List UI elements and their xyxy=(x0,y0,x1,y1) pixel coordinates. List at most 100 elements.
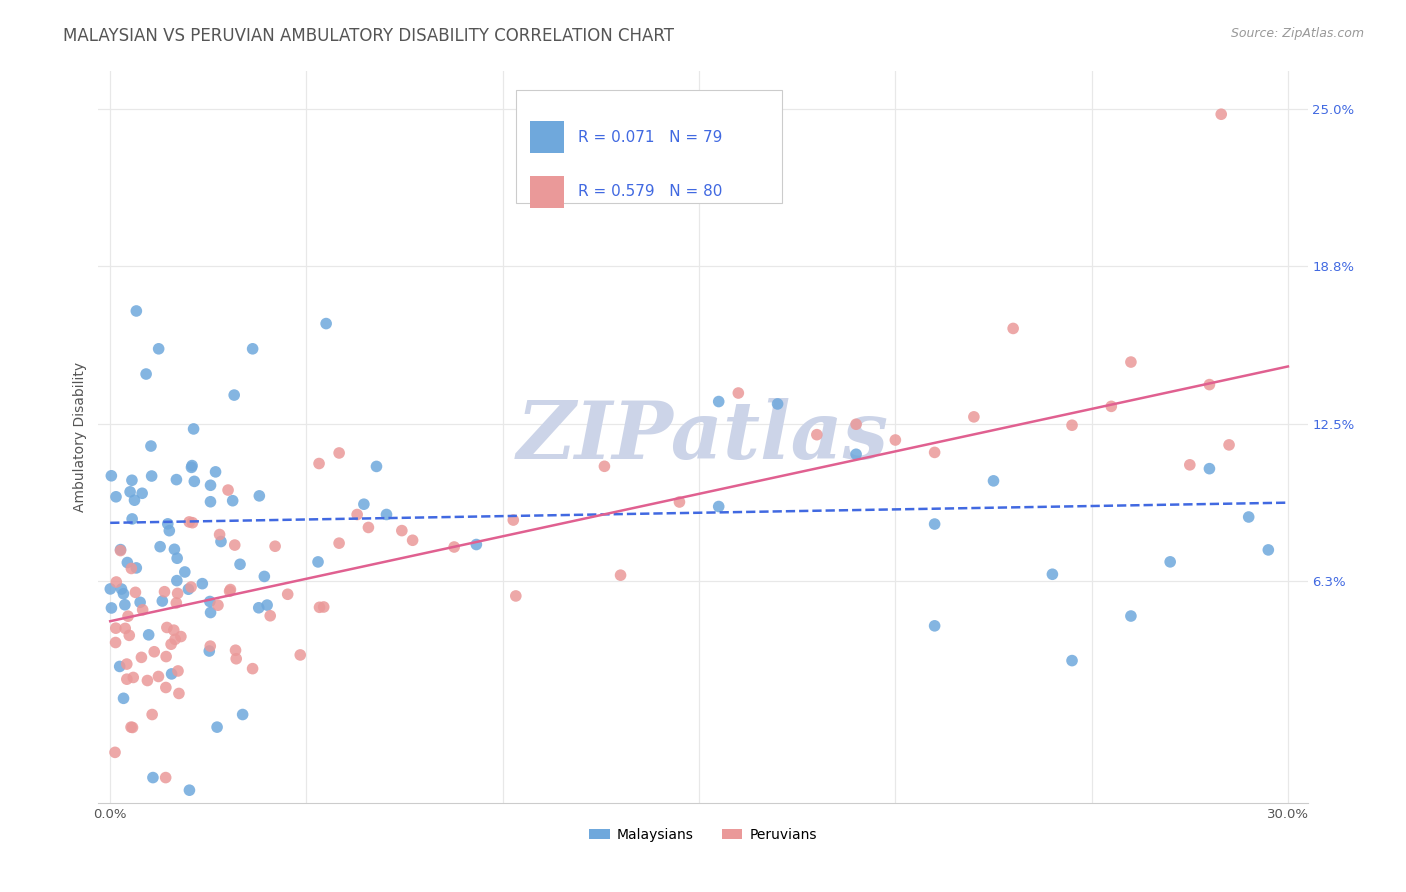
Point xyxy=(505,589,527,603)
Point xyxy=(259,608,281,623)
FancyBboxPatch shape xyxy=(516,90,782,203)
Point xyxy=(142,771,165,785)
Point xyxy=(1198,461,1220,475)
Text: R = 0.579   N = 80: R = 0.579 N = 80 xyxy=(578,184,723,199)
Text: R = 0.071   N = 79: R = 0.071 N = 79 xyxy=(578,129,723,145)
Point xyxy=(157,524,180,538)
Point xyxy=(120,720,142,734)
Point xyxy=(884,433,907,447)
Point xyxy=(121,721,143,735)
Point xyxy=(1218,438,1240,452)
Point xyxy=(104,745,127,759)
Legend: Malaysians, Peruvians: Malaysians, Peruvians xyxy=(583,822,823,847)
Point xyxy=(118,628,141,642)
Point xyxy=(166,574,188,588)
Point xyxy=(131,603,153,617)
Point xyxy=(115,672,138,686)
Point xyxy=(112,691,135,706)
Point xyxy=(353,497,375,511)
Point xyxy=(181,458,204,473)
Point xyxy=(180,580,202,594)
Point xyxy=(125,561,148,575)
Point xyxy=(200,478,222,492)
Point xyxy=(242,342,264,356)
Point xyxy=(114,621,136,635)
Point xyxy=(209,534,232,549)
Point xyxy=(307,555,329,569)
Point xyxy=(153,584,176,599)
Point xyxy=(121,473,143,487)
Point xyxy=(247,489,270,503)
Point xyxy=(110,543,132,558)
Point xyxy=(264,539,287,553)
Point xyxy=(135,367,157,381)
Point xyxy=(167,664,190,678)
Point xyxy=(163,542,186,557)
Point xyxy=(112,587,135,601)
Point xyxy=(138,628,160,642)
Point xyxy=(465,537,488,551)
Point xyxy=(200,639,222,653)
Point xyxy=(105,574,128,589)
Point xyxy=(1211,107,1233,121)
Point xyxy=(256,598,278,612)
Point xyxy=(208,527,231,541)
Point xyxy=(179,515,201,529)
Point xyxy=(156,620,179,634)
Point xyxy=(108,659,131,673)
Point xyxy=(131,650,153,665)
Point xyxy=(156,516,179,531)
Point xyxy=(217,483,239,497)
Point xyxy=(443,540,465,554)
Point xyxy=(346,508,368,522)
Point xyxy=(845,447,868,461)
Point xyxy=(1060,654,1083,668)
Point xyxy=(232,707,254,722)
Point xyxy=(141,707,163,722)
Point xyxy=(205,720,228,734)
Point xyxy=(124,585,146,599)
Point xyxy=(120,484,142,499)
Point xyxy=(375,508,398,522)
Point xyxy=(727,386,749,401)
Point xyxy=(200,494,222,508)
Point xyxy=(198,594,221,608)
Point xyxy=(308,457,330,471)
Point xyxy=(200,606,222,620)
Point xyxy=(845,417,868,432)
Point xyxy=(391,524,413,538)
FancyBboxPatch shape xyxy=(530,176,564,208)
Point xyxy=(115,657,138,671)
Point xyxy=(160,667,183,681)
Point xyxy=(806,427,828,442)
Point xyxy=(707,500,730,514)
Point xyxy=(105,490,128,504)
Point xyxy=(160,637,183,651)
Point xyxy=(924,619,946,633)
Point xyxy=(131,486,153,500)
Point xyxy=(191,576,214,591)
Point xyxy=(149,540,172,554)
Point xyxy=(253,569,276,583)
Point xyxy=(221,493,243,508)
Point xyxy=(104,621,127,635)
Point xyxy=(1198,377,1220,392)
Point xyxy=(308,600,330,615)
Point xyxy=(707,394,730,409)
Point xyxy=(207,598,229,612)
Text: Source: ZipAtlas.com: Source: ZipAtlas.com xyxy=(1230,27,1364,40)
Point xyxy=(1060,418,1083,433)
Point xyxy=(198,644,221,658)
Point xyxy=(110,582,132,596)
Point xyxy=(124,493,146,508)
Point xyxy=(401,533,423,548)
Point xyxy=(963,409,986,424)
Point xyxy=(165,632,187,647)
Point xyxy=(315,317,337,331)
Point xyxy=(1119,355,1142,369)
Point xyxy=(143,645,166,659)
Point xyxy=(98,582,121,596)
Point xyxy=(100,601,122,615)
Point xyxy=(924,517,946,532)
Point xyxy=(668,495,690,509)
